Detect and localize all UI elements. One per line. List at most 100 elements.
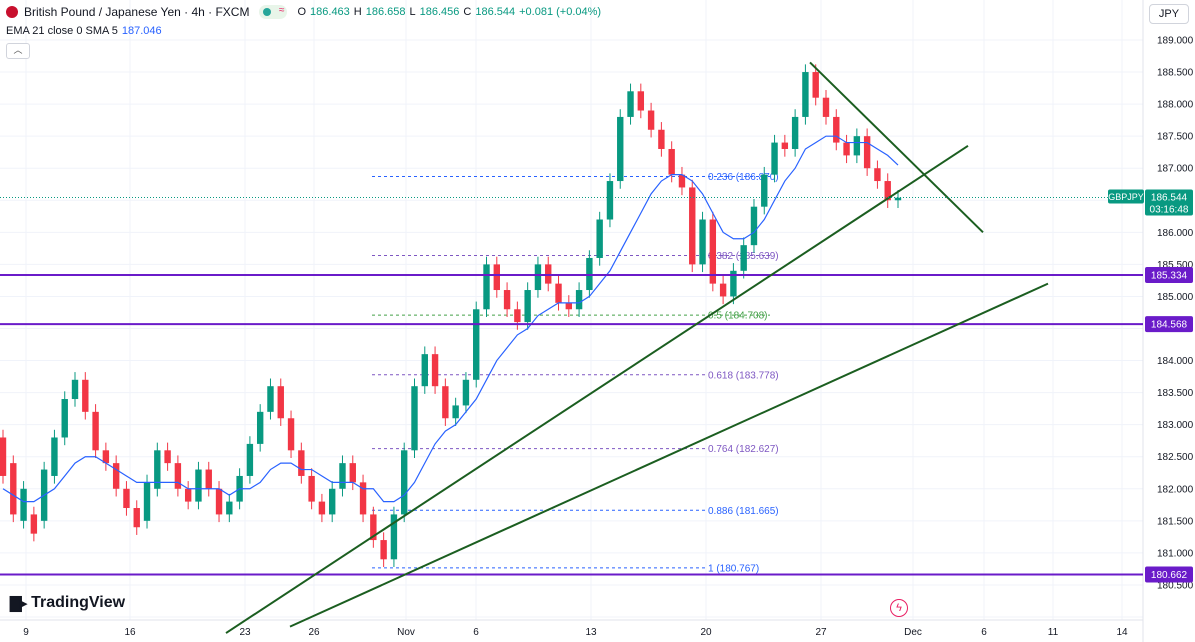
x-tick-label: 6 <box>473 627 479 638</box>
candle-body <box>699 219 706 265</box>
level-price-tag <box>1145 566 1193 583</box>
candle-body <box>483 264 490 310</box>
fib-level-label: 0.764 (182.627) <box>708 444 779 455</box>
candle-body <box>328 488 336 515</box>
candle-body <box>61 399 68 438</box>
candle-body <box>493 264 500 291</box>
symbol-title[interactable]: British Pound / Japanese Yen · 4h · FXCM <box>24 5 250 19</box>
x-tick-label: 20 <box>700 627 712 638</box>
trendline <box>289 282 1049 628</box>
candle-body <box>339 463 346 489</box>
fib-level-label: 0.618 (183.778) <box>708 370 779 381</box>
candle-body <box>791 116 799 149</box>
candle-body <box>82 379 89 412</box>
lightning-icon[interactable]: ϟ <box>890 599 908 617</box>
candle-body <box>761 174 768 207</box>
candle-body <box>421 354 428 387</box>
level-price-label: 185.334 <box>1151 271 1188 282</box>
y-tick-label: 181.000 <box>1157 548 1194 559</box>
candle-body <box>524 290 531 323</box>
collapse-legend-button[interactable]: ︿ <box>6 43 30 59</box>
currency-selector[interactable]: JPY <box>1149 4 1189 24</box>
ohlc-close: 186.544 <box>475 6 516 18</box>
x-tick-label: 14 <box>1116 627 1128 638</box>
ohlc-low-label: L <box>409 6 416 18</box>
fib-level-label: 1 (180.767) <box>708 563 759 574</box>
candle-body <box>370 514 377 541</box>
candle-body <box>730 270 737 297</box>
candle-body <box>287 418 295 451</box>
candle-body <box>184 488 192 502</box>
level-price-label: 180.662 <box>1151 570 1188 581</box>
x-tick-label: 23 <box>239 627 251 638</box>
x-tick-label: Dec <box>904 627 922 638</box>
candle-body <box>884 181 891 201</box>
trendline <box>225 144 969 634</box>
ohlc-open-label: O <box>297 6 307 18</box>
indicator-value: 187.046 <box>121 25 162 37</box>
candle-body <box>740 245 747 271</box>
candle-body <box>359 482 367 515</box>
candle-body <box>154 450 161 489</box>
candle-body <box>174 463 182 489</box>
candle-body <box>318 501 326 515</box>
candle-body <box>668 148 675 175</box>
candle-body <box>20 488 27 521</box>
tradingview-logo[interactable]: ▇▸ TradingView <box>10 594 125 612</box>
candle-body <box>246 443 254 476</box>
candle-body <box>256 411 264 444</box>
candle-body <box>226 501 233 515</box>
y-tick-label: 184.000 <box>1157 356 1194 367</box>
candle-body <box>71 379 79 400</box>
candle-body <box>390 514 398 560</box>
candle-body <box>647 110 655 130</box>
candle-body <box>843 142 850 156</box>
candle-body <box>0 437 7 476</box>
candle-body <box>30 514 38 534</box>
candle-body <box>215 488 223 515</box>
candle-body <box>92 411 99 451</box>
indicator-label: EMA 21 close 0 SMA 5 <box>6 25 118 37</box>
candle-body <box>133 508 140 528</box>
candle-body <box>709 219 717 284</box>
y-tick-label: 182.500 <box>1157 452 1194 463</box>
ema-line <box>2 135 899 503</box>
level-price-tag <box>1145 316 1193 333</box>
y-tick-label: 186.000 <box>1157 228 1194 239</box>
x-tick-label: 6 <box>981 627 987 638</box>
candle-body <box>822 97 830 117</box>
x-tick-label: Nov <box>397 627 415 638</box>
candle-body <box>534 264 542 291</box>
candle-body <box>195 469 202 502</box>
y-tick-label: 189.000 <box>1157 36 1194 47</box>
ohlc-close-label: C <box>463 6 472 18</box>
candle-body <box>802 72 809 117</box>
symbol-tag-label: GBPJPY <box>1108 192 1144 202</box>
y-tick-label: 180.500 <box>1157 580 1194 591</box>
candle-body <box>308 475 315 502</box>
fib-level-label: 0.5 (184.708) <box>708 311 768 322</box>
ohlc-high: 186.658 <box>365 6 406 18</box>
ohlc-low: 186.456 <box>419 6 460 18</box>
candle-body <box>473 309 480 380</box>
candle-body <box>771 142 778 175</box>
y-tick-label: 185.500 <box>1157 260 1194 271</box>
candle-body <box>689 187 696 265</box>
x-tick-label: 9 <box>23 627 29 638</box>
candle-body <box>431 354 439 387</box>
trendline <box>809 61 984 234</box>
logo-text: TradingView <box>31 594 126 611</box>
candle-body <box>781 142 789 149</box>
candle-body <box>586 257 593 291</box>
candle-body <box>617 116 624 182</box>
candle-body <box>863 136 871 169</box>
candle-body <box>575 290 583 310</box>
candle-body <box>51 437 58 476</box>
y-tick-label: 185.000 <box>1157 292 1194 303</box>
indicator-legend[interactable]: EMA 21 close 0 SMA 5 187.046 <box>6 25 162 37</box>
candle-body <box>637 91 645 111</box>
candle-body <box>658 129 665 149</box>
symbol-tag <box>1108 189 1144 204</box>
visibility-toggle-icon[interactable]: ≈ <box>259 5 288 19</box>
